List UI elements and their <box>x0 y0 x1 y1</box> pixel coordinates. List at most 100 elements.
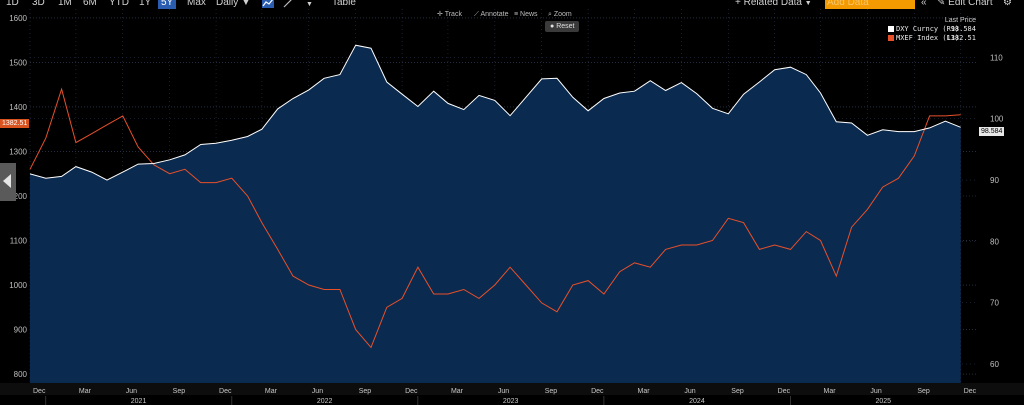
x-year-label: 2022 <box>317 398 333 405</box>
legend-value-mxef: 1382.51 <box>946 34 976 42</box>
x-month-label: Dec <box>964 388 977 395</box>
edit-chart-button[interactable]: ✎ Edit Chart <box>937 0 993 9</box>
x-year-label: 2021 <box>131 398 147 405</box>
right-tick-label: 100 <box>990 115 1004 124</box>
pencil-icon: ✎ <box>937 0 946 8</box>
collapse-icon[interactable]: « <box>921 0 927 8</box>
x-axis-years: 2021 2022 2023 2024 2025 <box>45 396 891 405</box>
left-axis: 800 900 1000 1100 1200 1300 1400 1500 1600 <box>9 14 27 379</box>
x-month-label: Jun <box>870 388 881 395</box>
right-tick-label: 60 <box>990 360 999 369</box>
x-month-label: Dec <box>591 388 604 395</box>
line-chart-icon[interactable] <box>262 0 274 8</box>
period-label: Daily <box>216 0 239 8</box>
magnifier-icon: ⌕ <box>548 11 552 18</box>
arrow-left-icon <box>3 174 11 188</box>
x-month-label: Sep <box>917 388 930 395</box>
x-year-label: 2023 <box>503 398 519 405</box>
x-month-label: Jun <box>312 388 323 395</box>
annotate-button[interactable]: ⟋ Annotate <box>474 10 509 20</box>
gear-icon[interactable]: ⚙ <box>1003 0 1012 8</box>
right-tick-label: 80 <box>990 237 999 246</box>
draw-tool-icon[interactable] <box>282 0 294 8</box>
add-data-input[interactable]: Add Data <box>825 0 915 9</box>
toolbar: 1D 3D 1M 6M YTD 1Y 5Y Max Daily ▼ ▼ Tabl… <box>0 0 1024 9</box>
left-tick-label: 1100 <box>10 237 28 246</box>
reset-icon: ● <box>550 23 555 30</box>
x-axis-months: Dec Mar Jun Sep Dec Mar Jun Sep Dec Mar Jun Sep Dec M… <box>33 388 977 395</box>
legend-label-mxef: MXEF Index (L1) <box>896 34 960 42</box>
annotate-icon: ⟋ <box>474 11 479 18</box>
news-icon: ≡ <box>514 11 519 18</box>
x-month-label: Sep <box>173 388 186 395</box>
dxy-series-line <box>29 44 961 181</box>
news-button[interactable]: ≡ News <box>514 10 538 20</box>
range-5y-button[interactable]: 5Y <box>158 0 177 9</box>
dxy-area-fill <box>30 45 961 383</box>
left-tick-label: 1500 <box>9 58 27 67</box>
x-month-label: Sep <box>545 388 558 395</box>
legend-item-mxef[interactable]: MXEF Index (L1) 1382.51 <box>888 34 976 43</box>
x-month-label: Dec <box>778 388 791 395</box>
left-tick-label: 1000 <box>9 281 27 290</box>
range-1d-button[interactable]: 1D <box>6 0 19 8</box>
reset-button[interactable]: ● Reset <box>545 21 580 32</box>
legend-swatch-mxef <box>888 35 894 41</box>
range-6m-button[interactable]: 6M <box>83 0 97 8</box>
x-month-label: Dec <box>33 388 46 395</box>
left-tick-label: 1300 <box>9 147 27 156</box>
chart-type-dropdown-icon[interactable]: ▼ <box>306 1 313 8</box>
x-month-label: Mar <box>824 388 837 395</box>
table-button[interactable]: Table <box>332 0 356 8</box>
legend: Last Price DXY Curncy (R1) 98.584 MXEF I… <box>888 16 976 43</box>
legend-header: Last Price <box>944 17 976 24</box>
right-tick-label: 90 <box>990 176 999 185</box>
x-month-label: Dec <box>219 388 232 395</box>
reset-label: Reset <box>556 23 575 30</box>
range-1y-button[interactable]: 1Y <box>139 0 152 8</box>
zoom-label: Zoom <box>553 11 572 18</box>
left-tick-label: 900 <box>14 326 28 335</box>
x-year-label: 2024 <box>689 398 705 405</box>
x-month-label: Jun <box>684 388 695 395</box>
chevron-down-icon: ▼ <box>241 0 251 8</box>
left-tick-label: 1400 <box>9 103 27 112</box>
chevron-down-icon: ▼ <box>804 0 812 7</box>
legend-swatch-dxy <box>888 26 894 32</box>
dxy-last-price-badge: 98.584 <box>979 127 1005 136</box>
x-month-label: Jun <box>126 388 137 395</box>
legend-value-dxy: 98.584 <box>950 25 976 33</box>
edit-chart-label: Edit Chart <box>948 0 993 8</box>
x-month-label: Mar <box>265 388 278 395</box>
x-month-label: Sep <box>731 388 744 395</box>
range-1m-button[interactable]: 1M <box>58 0 72 8</box>
mxef-series-line <box>29 87 961 349</box>
range-ytd-button[interactable]: YTD <box>109 0 129 8</box>
range-3d-button[interactable]: 3D <box>32 0 45 8</box>
related-data-label: Related Data <box>743 0 802 8</box>
left-tick-label: 1600 <box>9 14 27 23</box>
left-tick-label: 800 <box>14 370 28 379</box>
range-max-button[interactable]: Max <box>187 0 206 8</box>
crosshair-icon: ✛ <box>437 11 443 18</box>
zoom-button[interactable]: ⌕ Zoom <box>548 10 572 20</box>
x-month-label: Sep <box>359 388 372 395</box>
track-button[interactable]: ✛ Track <box>437 10 462 20</box>
x-month-label: Mar <box>638 388 651 395</box>
track-label: Track <box>444 11 462 18</box>
x-month-label: Dec <box>405 388 418 395</box>
legend-item-dxy[interactable]: DXY Curncy (R1) 98.584 <box>888 25 976 34</box>
x-axis-month-band <box>0 383 1024 395</box>
annotate-label: Annotate <box>480 11 509 18</box>
x-year-label: 2025 <box>875 398 891 405</box>
right-axis: 60 70 80 90 100 110 <box>990 53 1004 369</box>
right-tick-label: 70 <box>990 299 999 308</box>
related-data-button[interactable]: + Related Data ▼ <box>735 0 812 10</box>
x-month-label: Mar <box>79 388 92 395</box>
scroll-left-button[interactable] <box>0 163 16 201</box>
mxef-last-price-badge: 1382.51 <box>0 119 30 128</box>
x-month-label: Mar <box>451 388 464 395</box>
period-dropdown[interactable]: Daily ▼ <box>216 0 251 9</box>
plus-icon: + <box>735 0 741 8</box>
